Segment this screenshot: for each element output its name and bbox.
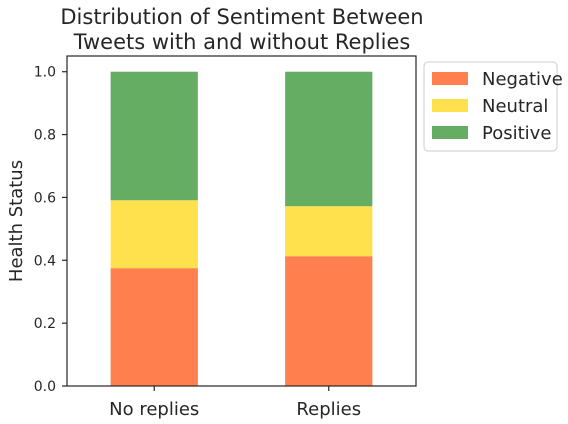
y-axis: 0.0 0.2 0.4 0.6 0.8 1.0: [34, 65, 67, 395]
legend-swatch-negative: [432, 72, 468, 85]
y-tick-label: 0.0: [34, 379, 56, 395]
legend-swatch-neutral: [432, 99, 468, 112]
legend: Negative Neutral Positive: [423, 61, 563, 152]
bar-negative-replies: [285, 256, 373, 386]
legend-label-neutral: Neutral: [482, 96, 548, 117]
bar-positive-replies: [285, 71, 373, 207]
bars-group: [110, 71, 373, 386]
x-tick-label: No replies: [109, 399, 199, 420]
bar-neutral-replies: [285, 206, 373, 257]
chart-title-line-2: Tweets with and without Replies: [73, 30, 411, 54]
y-tick-label: 1.0: [34, 65, 56, 81]
plot-frame: [66, 55, 417, 387]
y-tick-label: 0.8: [34, 128, 56, 144]
x-axis: No replies Replies: [109, 386, 361, 420]
x-tick-label: Replies: [296, 399, 361, 420]
y-tick-label: 0.6: [34, 190, 56, 206]
bar-negative-no-replies: [110, 268, 198, 386]
bar-positive-no-replies: [110, 71, 198, 201]
legend-swatch-positive: [432, 126, 468, 139]
legend-label-positive: Positive: [482, 123, 551, 144]
y-axis-label: Health Status: [6, 160, 27, 282]
chart-title-line-1: Distribution of Sentiment Between: [60, 5, 423, 29]
bar-neutral-no-replies: [110, 200, 198, 269]
y-tick-label: 0.2: [34, 316, 56, 332]
legend-label-negative: Negative: [482, 69, 563, 90]
y-tick-label: 0.4: [34, 253, 56, 269]
